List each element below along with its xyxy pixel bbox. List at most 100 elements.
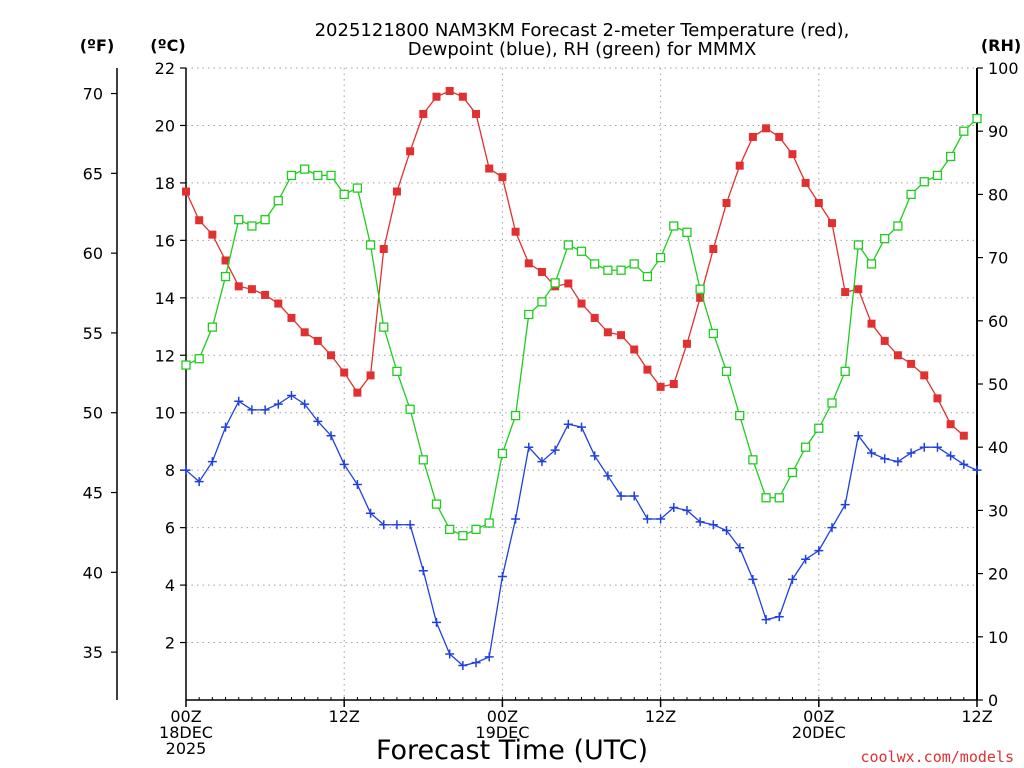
celsius-tick-label: 18: [155, 174, 175, 193]
temperature-point: [472, 109, 481, 118]
dewpoint-point: [735, 543, 745, 553]
dewpoint-point: [392, 520, 402, 530]
temperature-point: [340, 368, 349, 377]
dewpoint-point: [537, 457, 547, 467]
dewpoint-point: [827, 523, 837, 533]
rh-point: [352, 183, 363, 193]
rh-point: [194, 354, 204, 364]
temperature-point: [195, 216, 204, 225]
rh-point: [524, 309, 534, 320]
dewpoint-series: [181, 390, 982, 671]
rh-point: [787, 467, 798, 478]
fahrenheit-tick-label: 40: [83, 563, 103, 582]
rh-tick-label: 60: [988, 312, 1008, 331]
dewpoint-point: [695, 517, 705, 527]
dewpoint-point: [286, 390, 296, 400]
rh-point: [234, 215, 244, 225]
rh-point: [959, 126, 969, 136]
temperature-point: [854, 285, 863, 294]
dewpoint-point: [458, 661, 468, 671]
dewpoint-point: [418, 566, 428, 576]
temperature-point: [959, 431, 968, 440]
temperature-point: [630, 345, 639, 354]
rh-point: [260, 215, 270, 225]
dewpoint-point: [379, 520, 389, 530]
temperature-point: [577, 299, 586, 308]
celsius-tick-label: 14: [155, 289, 175, 308]
rh-point: [339, 189, 349, 200]
rh-point: [735, 410, 745, 421]
temperature-point: [617, 331, 626, 340]
dewpoint-point: [893, 457, 903, 467]
rh-point: [590, 259, 600, 269]
fahrenheit-tick-label: 65: [83, 164, 103, 183]
celsius-tick-label: 12: [155, 346, 175, 365]
dewpoint-point: [273, 399, 283, 409]
dewpoint-point: [313, 416, 323, 426]
rh-point: [721, 366, 732, 377]
rh-point: [576, 246, 587, 256]
dewpoint-point: [260, 405, 270, 415]
temperature-point: [682, 339, 691, 348]
rh-point: [484, 518, 494, 528]
rh-point: [603, 265, 613, 275]
data-series: [181, 86, 982, 671]
rh-point: [919, 177, 929, 187]
temperature-point: [406, 147, 415, 156]
celsius-tick-label: 20: [155, 116, 175, 135]
rh-point: [207, 322, 218, 332]
dewpoint-point: [247, 405, 257, 415]
temperature-point: [775, 132, 784, 141]
temperature-point: [419, 109, 428, 118]
fahrenheit-axis: 35 40 45 50 55 60 65 70: [83, 68, 118, 700]
dewpoint-point: [774, 612, 784, 622]
dewpoint-point: [880, 454, 890, 464]
rh-point: [616, 265, 626, 275]
rh-tick-label: 30: [988, 501, 1008, 520]
temperature-point: [907, 359, 916, 368]
rh-point: [761, 493, 771, 503]
rh-tick-label: 90: [988, 122, 1008, 141]
fahrenheit-tick-label: 45: [83, 484, 103, 503]
temperature-point: [498, 173, 507, 182]
time-tick-label: 12Z: [329, 707, 360, 726]
dewpoint-point: [906, 448, 916, 458]
temperature-point: [247, 285, 256, 294]
temperature-point: [458, 92, 467, 101]
temperature-point: [261, 290, 270, 299]
dewpoint-point: [550, 445, 560, 455]
rh-point: [365, 240, 376, 250]
rh-point: [379, 322, 389, 332]
temperature-point: [788, 150, 797, 159]
temperature-point: [880, 336, 889, 345]
temperature-point: [366, 371, 375, 380]
dewpoint-point: [629, 491, 639, 501]
temperature-point: [841, 288, 850, 297]
time-tick-label: 18DEC: [159, 723, 213, 742]
time-tick-label: 00Z: [803, 707, 834, 726]
dewpoint-point: [221, 422, 231, 432]
temperature-point: [814, 199, 823, 208]
rh-point: [682, 227, 692, 237]
temperature-point: [221, 256, 230, 265]
time-tick-label: 20DEC: [792, 723, 846, 742]
dewpoint-point: [642, 514, 652, 524]
temperature-point: [709, 244, 718, 253]
rh-point: [972, 113, 982, 124]
dewpoint-point: [972, 465, 982, 475]
temperature-point: [590, 313, 599, 322]
temperature-point: [392, 187, 401, 196]
rh-point: [405, 404, 415, 414]
dewpoint-point: [867, 448, 877, 458]
time-tick-label: 2025: [166, 739, 207, 758]
temperature-point: [867, 319, 876, 328]
celsius-tick-label: 10: [155, 404, 175, 423]
rh-point: [392, 366, 402, 377]
temperature-point: [313, 336, 322, 345]
time-tick-label: 00Z: [487, 707, 518, 726]
rh-point: [827, 398, 837, 408]
x-axis-label: Forecast Time (UTC): [376, 735, 648, 766]
dewpoint-point: [682, 505, 692, 515]
dewpoint-point: [932, 442, 942, 452]
